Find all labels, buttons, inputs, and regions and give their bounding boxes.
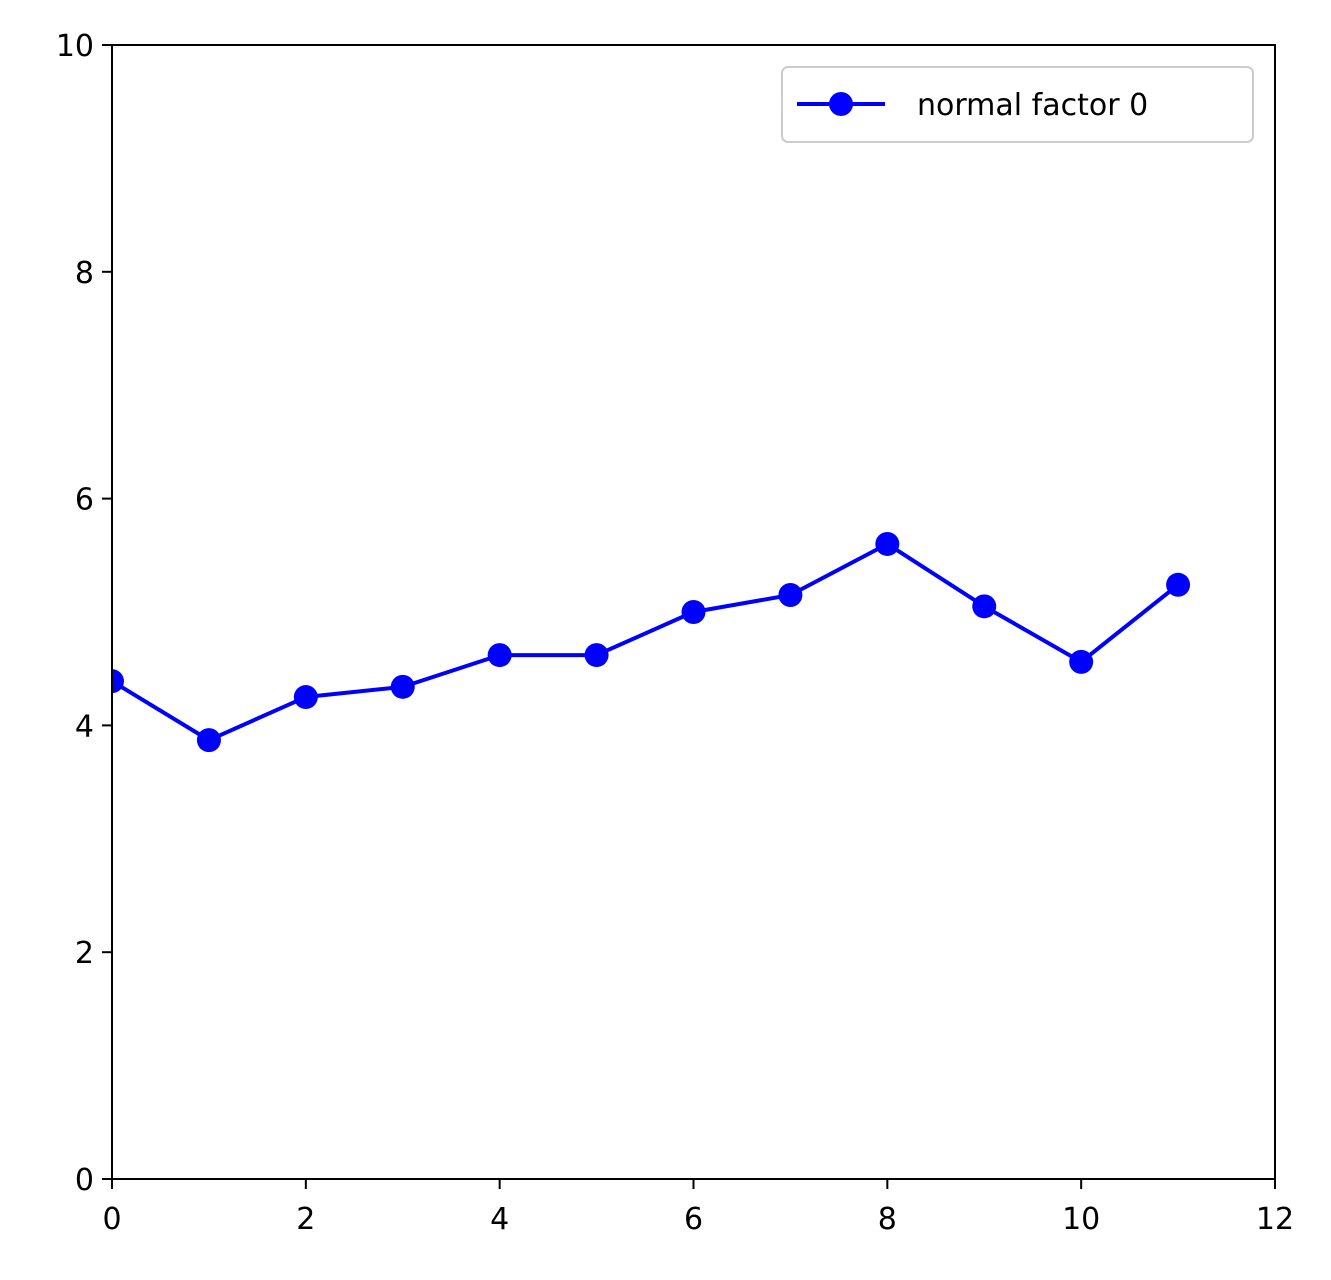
data-point (972, 594, 997, 619)
y-tick-label: 4 (75, 709, 94, 744)
data-point (1166, 572, 1191, 597)
data-point (390, 674, 415, 699)
x-tick-label: 0 (102, 1202, 121, 1237)
series-layer (112, 531, 1191, 753)
y-tick-label: 10 (56, 29, 94, 64)
data-point (293, 685, 318, 710)
series-line (112, 541, 1180, 743)
x-tick-label: 8 (878, 1202, 897, 1237)
x-tick-label: 12 (1256, 1202, 1294, 1237)
data-point (875, 531, 900, 556)
x-tick-label: 4 (490, 1202, 509, 1237)
data-point (1069, 649, 1094, 674)
x-tick-label: 10 (1062, 1202, 1100, 1237)
legend-label: normal factor 0 (917, 88, 1148, 123)
data-point (487, 643, 512, 668)
x-tick-label: 2 (296, 1202, 315, 1237)
legend-box (781, 66, 1254, 143)
x-axis: 0 2 4 6 8 10 12 (102, 1179, 1294, 1237)
legend-marker-swatch (829, 92, 853, 116)
y-tick-label: 6 (75, 483, 94, 518)
y-tick-label: 0 (75, 1163, 94, 1198)
data-point (681, 600, 706, 624)
legend: normal factor 0 (781, 66, 1254, 143)
y-tick-label: 8 (75, 256, 94, 291)
x-tick-label: 6 (684, 1202, 703, 1237)
y-tick-label: 2 (75, 936, 94, 971)
data-point (112, 669, 124, 694)
data-point (196, 728, 221, 753)
data-point (778, 582, 803, 607)
y-axis: 0 2 4 6 8 10 (56, 29, 112, 1198)
data-point (584, 643, 609, 668)
